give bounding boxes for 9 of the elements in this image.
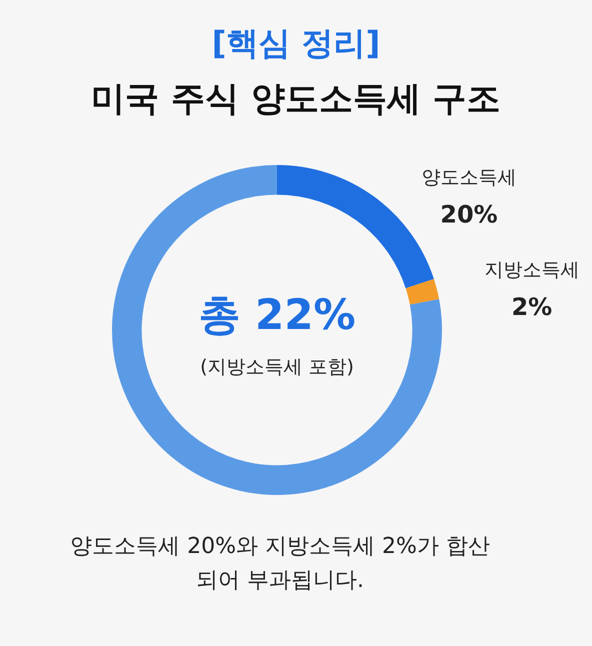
slice-label: 양도소득세 — [421, 166, 516, 188]
chart-subtitle: 미국 주식 양도소득세 구조 — [90, 78, 502, 121]
slice-label: 지방소득세 — [484, 258, 580, 281]
chart-title: [핵심 정리] — [210, 23, 382, 64]
data-label: 20% — [440, 200, 498, 229]
text: 총 22% — [198, 290, 356, 339]
text: (지방소득세 포함) — [200, 356, 354, 378]
data-label: 2% — [511, 293, 552, 322]
text: 양도소득세 20%와 지방소득세 2%가 합산되어 부과됩니다. — [70, 533, 490, 595]
